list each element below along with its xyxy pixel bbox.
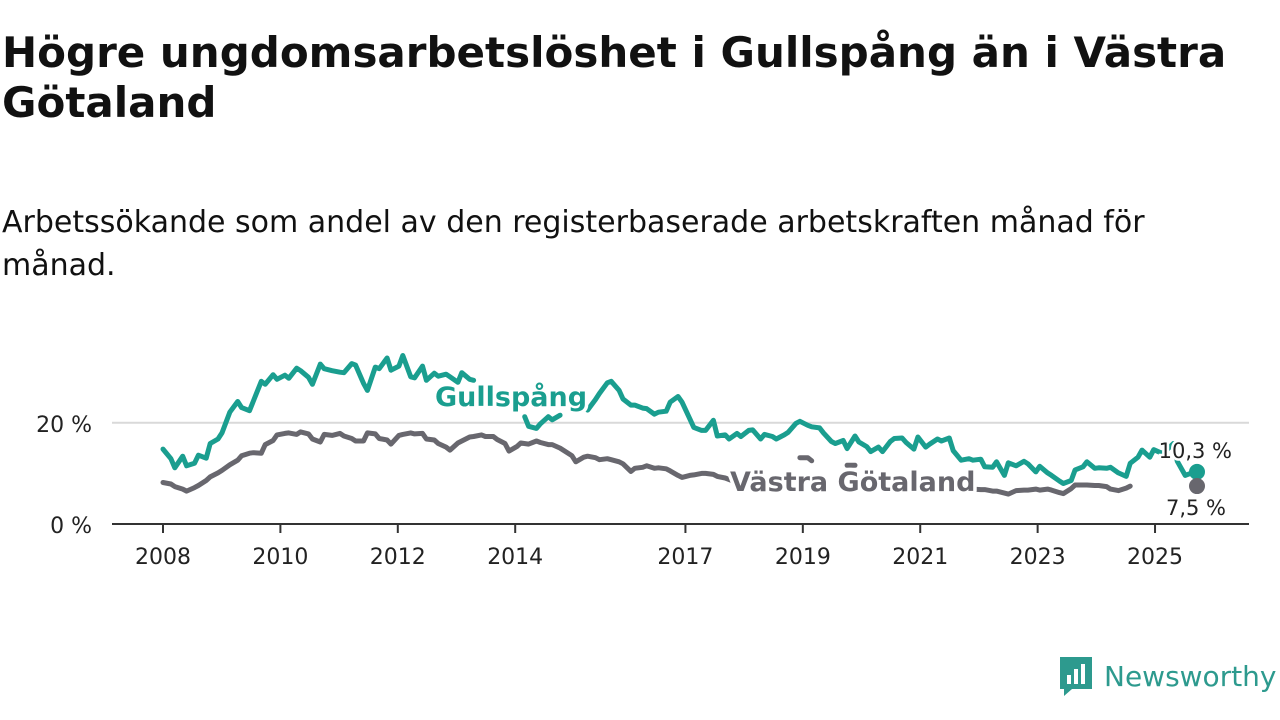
series-line-gullspång [160, 353, 477, 471]
x-axis: 2008 2010 2012 2014 2017 2019 2021 2023 2025 [112, 523, 1249, 570]
series-label: Gullspång [435, 381, 587, 413]
end-point-marker [1189, 478, 1205, 495]
series-label: Västra Götaland [730, 467, 975, 498]
end-value-label: 7,5 % [1166, 496, 1226, 520]
y-tick-label: 20 % [36, 413, 92, 438]
line-chart: 0 % 20 % 2008 2010 2012 2014 2017 2019 2021 2023… [36, 353, 1249, 570]
x-tick-label: 2019 [775, 545, 831, 570]
x-tick-label: 2012 [370, 545, 426, 570]
chart-title: Högre ungdomsarbetslöshet i Gullspång än… [2, 28, 1227, 127]
brand-name: Newsworthy [1104, 659, 1277, 693]
series-lines [160, 353, 1205, 497]
x-tick-label: 2017 [657, 545, 713, 570]
x-tick-label: 2010 [252, 545, 308, 570]
end-value-label: 10,3 % [1159, 439, 1232, 463]
grid-lines: 0 % 20 % [36, 413, 1249, 539]
bar-chart-speech-bubble-icon [1060, 657, 1092, 696]
x-tick-label: 2008 [135, 545, 191, 570]
y-tick-label: 0 % [50, 514, 92, 539]
x-tick-label: 2021 [892, 545, 948, 570]
chart-subtitle: Arbetssökande som andel av den registerb… [2, 205, 1145, 283]
series-line-gullspång [522, 412, 563, 431]
x-tick-label: 2025 [1127, 545, 1183, 570]
x-tick-label: 2014 [487, 545, 543, 570]
series-line-västra-götaland [797, 455, 815, 464]
series-line-västra-götaland [915, 481, 1133, 497]
newsworthy-logo: Newsworthy [1058, 655, 1277, 697]
series-line-gullspång [573, 378, 1200, 486]
series-labels: 10,3 % Gullspång 7,5 % Västra Götaland [432, 378, 1235, 523]
series-line-västra-götaland [160, 429, 767, 494]
end-point-marker [1189, 463, 1205, 480]
x-tick-label: 2023 [1010, 545, 1066, 570]
